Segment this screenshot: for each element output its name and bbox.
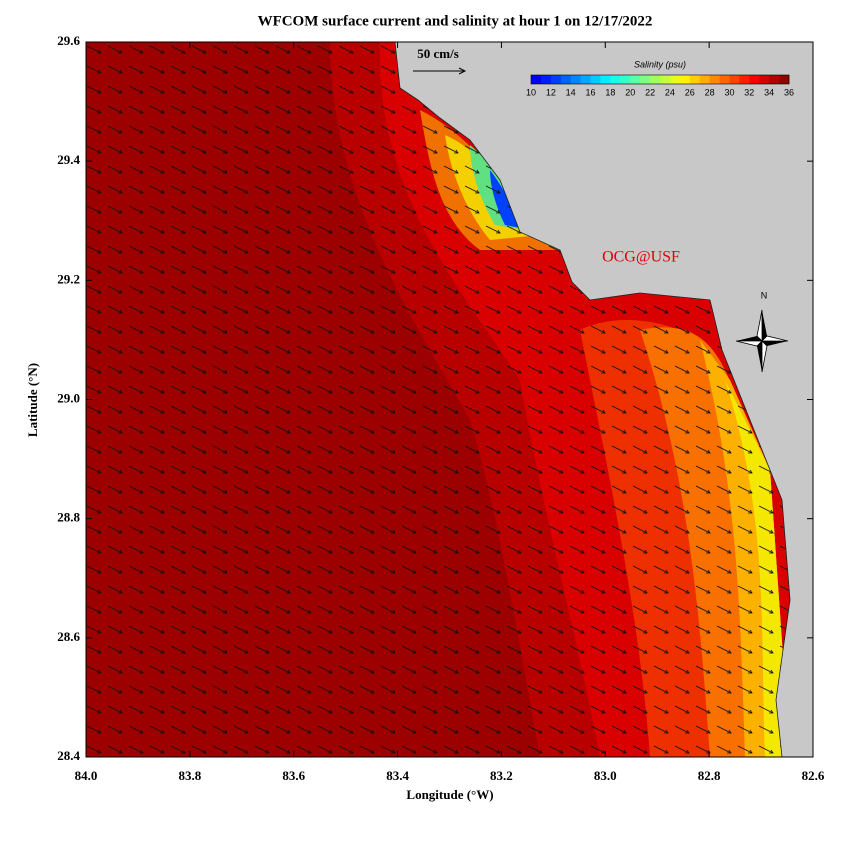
colorbar-tick-label: 18 [605, 87, 615, 97]
x-tick-label: 82.8 [698, 768, 721, 783]
colorbar-frame [530, 74, 790, 85]
colorbar-swatch [729, 75, 740, 84]
y-axis-label: Latitude (°N) [25, 363, 40, 437]
y-tick-label: 29.6 [57, 33, 80, 48]
salinity-field [86, 42, 813, 757]
colorbar-tick-label: 22 [645, 87, 655, 97]
x-tick-label: 83.8 [178, 768, 201, 783]
colorbar-swatch [570, 75, 581, 84]
colorbar-swatch [620, 75, 631, 84]
colorbar-tick-label: 32 [744, 87, 754, 97]
x-tick-label: 84.0 [75, 768, 98, 783]
compass-label: N [761, 290, 768, 300]
scale-arrow-label: 50 cm/s [417, 46, 459, 61]
colorbar-tick-label: 28 [705, 87, 715, 97]
colorbar-swatch [610, 75, 621, 84]
colorbar-tick-label: 24 [665, 87, 675, 97]
y-tick-label: 29.0 [57, 390, 80, 405]
x-tick-label: 83.0 [594, 768, 617, 783]
y-tick-label: 28.8 [57, 510, 80, 525]
colorbar-swatch [739, 75, 750, 84]
colorbar-tick-label: 14 [566, 87, 576, 97]
colorbar-swatch [679, 75, 691, 84]
colorbar-swatch [759, 75, 770, 84]
x-tick-label: 83.4 [386, 768, 409, 783]
colorbar-swatch [580, 75, 591, 84]
scale-arrow [413, 67, 467, 75]
x-tick-label: 83.6 [282, 768, 305, 783]
y-tick-label: 29.2 [57, 271, 80, 286]
colorbar-swatch [719, 75, 730, 84]
x-tick-label: 82.6 [802, 768, 825, 783]
colorbar-swatch [689, 75, 700, 84]
colorbar-tick-label: 36 [784, 87, 794, 97]
colorbar-tick-label: 34 [764, 87, 774, 97]
x-axis-label: Longitude (°W) [406, 787, 493, 802]
colorbar-tick-label: 26 [685, 87, 695, 97]
colorbar-swatch [669, 75, 681, 84]
colorbar-swatch [749, 75, 760, 84]
colorbar-swatch [640, 75, 651, 84]
colorbar-swatch [660, 75, 671, 84]
y-tick-label: 28.4 [57, 748, 80, 763]
x-tick-label: 83.2 [490, 768, 513, 783]
colorbar-swatch [560, 75, 571, 84]
colorbar-swatch [699, 75, 710, 84]
colorbar-swatch [630, 75, 641, 84]
colorbar-swatch [709, 75, 720, 84]
colorbar-tick-label: 10 [526, 87, 536, 97]
y-tick-label: 28.6 [57, 629, 80, 644]
colorbar-swatch [540, 75, 552, 84]
compass [735, 309, 789, 373]
colorbar-tick-label: 20 [625, 87, 635, 97]
colorbar-swatch [531, 75, 542, 84]
colorbar-swatch [600, 75, 611, 84]
colorbar-swatch [769, 75, 780, 84]
colorbar-swatch [550, 75, 562, 84]
map-title: WFCOM surface current and salinity at ho… [258, 13, 653, 29]
credit: OCG@USF [602, 249, 680, 266]
colorbar-tick-label: 30 [724, 87, 734, 97]
colorbar-tick-label: 16 [586, 87, 596, 97]
colorbar-swatch [779, 75, 790, 84]
colorbar-swatch [650, 75, 661, 84]
y-tick-label: 29.4 [57, 152, 80, 167]
colorbar-tick-label: 12 [546, 87, 556, 97]
colorbar-title: Salinity (psu) [634, 59, 686, 69]
colorbar-swatch [590, 75, 601, 84]
